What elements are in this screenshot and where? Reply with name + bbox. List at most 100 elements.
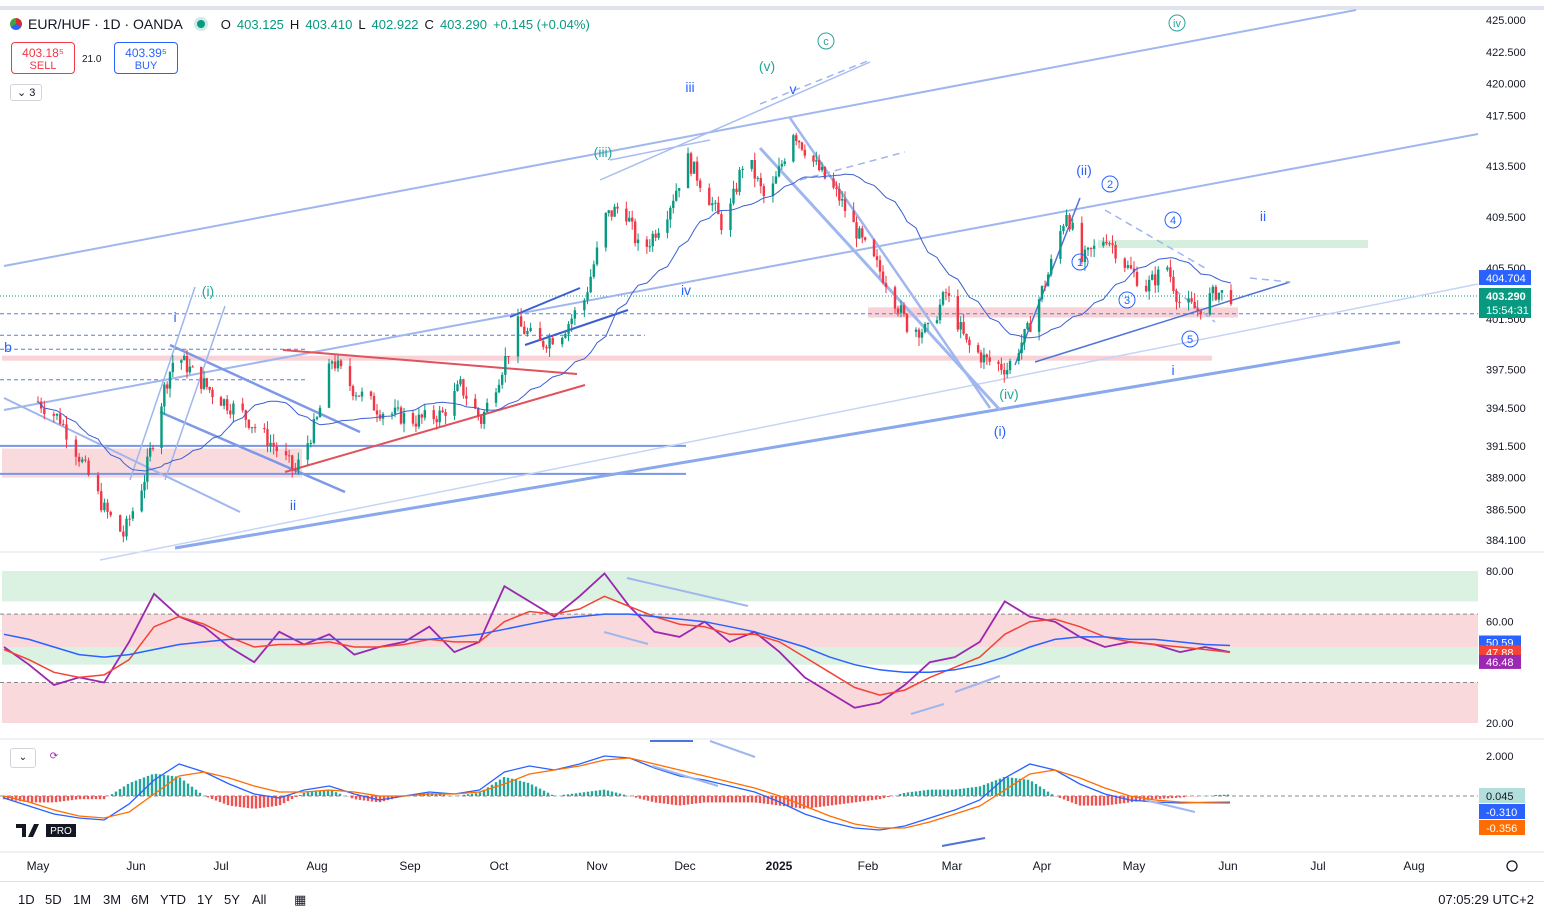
candle-body (148, 447, 152, 457)
candle-body (81, 459, 84, 462)
wave-label-16: 2 (1107, 179, 1113, 191)
candle-body (297, 459, 300, 471)
candle-body (55, 413, 59, 416)
wave-label-6: (v) (759, 58, 775, 74)
candle-body (188, 366, 192, 373)
candle-body (414, 423, 418, 427)
countdown-label: 15:54:31 (1486, 305, 1529, 317)
candle-body (567, 323, 570, 334)
timeframe-3m[interactable]: 3M (103, 892, 122, 907)
candle-body (462, 379, 465, 396)
candle-body (797, 140, 801, 143)
dashed-trend-2 (1104, 209, 1206, 269)
timeframe-5y[interactable]: 5Y (224, 892, 240, 907)
macd-histogram-bar (318, 790, 322, 796)
rsi-axis-tick-0: 80.00 (1486, 566, 1514, 578)
macd-histogram-bar (954, 789, 958, 796)
buy-button[interactable]: 403.39⁵ BUY (114, 42, 178, 74)
macd-histogram-bar (890, 796, 894, 797)
candle-body (269, 442, 272, 447)
candle-body (494, 392, 498, 403)
macd-histogram-bar (1182, 796, 1186, 798)
candle-body (792, 135, 795, 162)
macd-histogram-bar (198, 792, 202, 796)
candle-body (62, 423, 65, 425)
settings-gear-icon[interactable] (1506, 860, 1518, 872)
macd-histogram-bar (738, 796, 742, 803)
timeframe-ytd[interactable]: YTD (160, 892, 186, 907)
clock[interactable]: 07:05:29 UTC+2 (1438, 892, 1534, 907)
macd-histogram-bar (1202, 795, 1206, 797)
macd-histogram-bar (174, 776, 178, 796)
candle-body (58, 413, 62, 424)
macd-histogram-bar (666, 796, 670, 805)
candle-body (1065, 215, 1068, 227)
macd-histogram-bar (1026, 779, 1030, 796)
macd-histogram-bar (690, 796, 694, 805)
macd-histogram-bar (1014, 778, 1018, 796)
timeframe-all[interactable]: All (252, 892, 267, 907)
sell-button[interactable]: 403.18⁵ SELL (11, 42, 75, 74)
macd-histogram-bar (478, 792, 482, 796)
candle-body (636, 239, 640, 244)
macd-histogram-bar (742, 796, 746, 803)
date-range-icon[interactable]: ▦ (294, 892, 307, 907)
candle-body (695, 161, 699, 181)
macd-histogram-bar (750, 796, 754, 803)
macd-collapse-button[interactable]: ⌄ (10, 748, 36, 768)
candle-body (263, 427, 266, 430)
macd-histogram-bar (310, 791, 314, 796)
macd-histogram-bar (1194, 796, 1198, 797)
timeframe-6m[interactable]: 6M (131, 892, 150, 907)
macd-tag-0: 0.045 (1486, 791, 1514, 803)
macd-histogram-bar (938, 789, 942, 796)
trend-line-15 (129, 286, 196, 481)
refresh-icon[interactable]: ⟳ (44, 748, 64, 766)
macd-histogram-bar (166, 775, 170, 796)
macd-tag-bg-2 (1479, 820, 1525, 835)
macd-histogram-bar (594, 790, 598, 796)
macd-histogram-bar (118, 789, 122, 796)
candle-body (474, 398, 477, 409)
candle-body (185, 355, 189, 373)
candle-body (1046, 274, 1050, 287)
candle-body (77, 456, 81, 462)
candle-body (165, 384, 169, 389)
candle-body (336, 360, 340, 369)
macd-histogram-bar (158, 774, 162, 796)
macd-histogram-bar (1002, 777, 1006, 796)
timeframe-1y[interactable]: 1Y (197, 892, 213, 907)
candle-body (122, 531, 125, 537)
candle-body (631, 217, 634, 222)
candle-body (1102, 241, 1105, 246)
candle-body (1005, 370, 1009, 375)
macd-histogram-bar (546, 792, 550, 796)
macd-histogram-bar (102, 796, 106, 800)
macd-histogram-bar (218, 796, 222, 803)
macd-histogram-bar (706, 796, 710, 803)
candle-body (1214, 286, 1218, 300)
candle-body (1114, 244, 1117, 259)
macd-histogram-bar (578, 792, 582, 796)
indicators-collapse-button[interactable]: ⌄ 3 (10, 84, 43, 101)
candle-body (253, 427, 257, 429)
candle-body (497, 384, 501, 393)
candle-body (225, 399, 229, 411)
macd-histogram-bar (322, 790, 326, 796)
macd-histogram-bar (754, 796, 758, 803)
timeframe-1m[interactable]: 1M (73, 892, 92, 907)
symbol-title[interactable]: EUR/HUF · 1D · OANDA (28, 16, 183, 32)
macd-histogram-bar (1054, 796, 1058, 797)
macd-line (3, 755, 1231, 831)
timeframe-1d[interactable]: 1D (18, 892, 35, 907)
candle-body (357, 395, 361, 397)
macd-histogram-bar (918, 790, 922, 796)
macd-histogram-bar (1034, 783, 1038, 796)
macd-histogram-bar (282, 796, 286, 804)
macd-histogram-bar (338, 793, 342, 796)
timeframe-5d[interactable]: 5D (45, 892, 62, 907)
macd-histogram-bar (642, 796, 646, 800)
candle-body (905, 314, 909, 332)
